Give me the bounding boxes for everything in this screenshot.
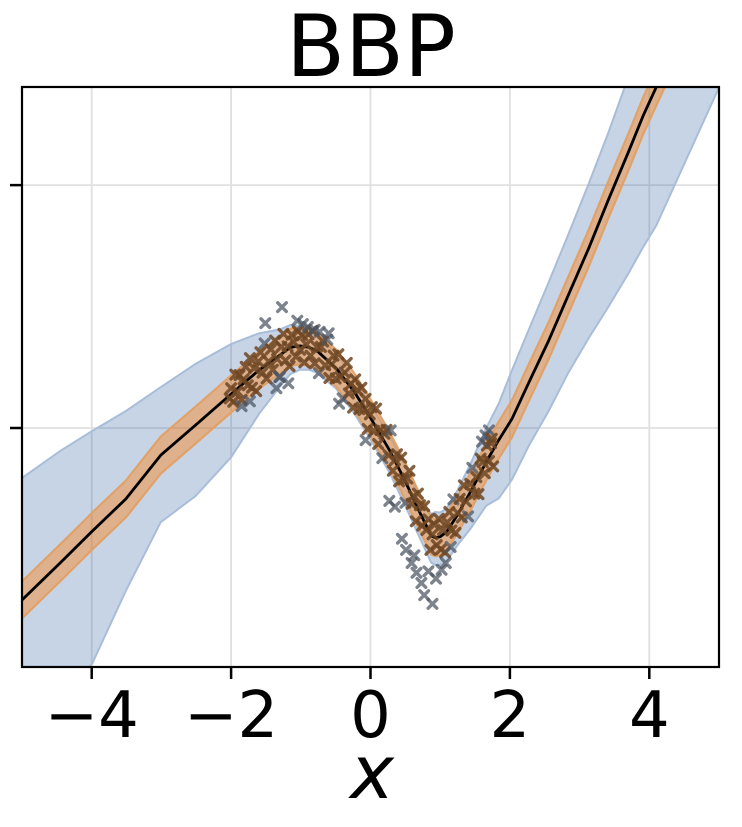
scatter-point [386, 464, 399, 477]
scatter-point [243, 395, 256, 408]
scatter-point [355, 381, 368, 394]
x-tick-label: −4 [45, 679, 139, 753]
scatter-point [282, 377, 295, 390]
scatter-point [408, 549, 421, 562]
scatter-point [430, 572, 442, 585]
scatter-point [466, 461, 479, 474]
scatter-point [439, 557, 452, 569]
scatter-point [485, 432, 498, 445]
scatter-point [332, 348, 345, 361]
scatter-point [410, 566, 423, 579]
x-tick-label: 2 [490, 679, 531, 753]
scatter-point [333, 397, 346, 410]
plot-area [22, 87, 719, 667]
scatter-point [235, 400, 248, 413]
scatter-point [418, 500, 431, 513]
scatter-point [403, 464, 416, 477]
scatter-point [470, 471, 483, 484]
scatter-point [432, 512, 445, 525]
scatter-point [372, 438, 385, 450]
scatter-point [283, 360, 296, 373]
scatter-point [426, 597, 439, 610]
scatter-point [259, 317, 272, 330]
scatter-point [243, 352, 256, 365]
epistemic-band-lower-edge [88, 87, 719, 667]
aleatoric-band [22, 87, 665, 619]
scatter-point [426, 528, 439, 541]
scatter-point [340, 356, 353, 369]
scatter-point [487, 460, 500, 473]
x-tick-label: −2 [184, 679, 278, 753]
scatter-point [444, 541, 457, 553]
scatter-point [441, 516, 454, 529]
scatter-point [435, 563, 448, 576]
scatter-point [252, 355, 265, 368]
scatter-point [223, 392, 236, 405]
scatter-point [384, 424, 397, 437]
scatter-point [395, 532, 408, 545]
scatter-point [415, 577, 428, 589]
scatter-point [376, 452, 389, 465]
x-tick-label: 4 [629, 679, 670, 753]
scatter-point [225, 382, 238, 395]
scatter-point [472, 488, 485, 501]
scatter-point [395, 451, 408, 464]
scatter-point [359, 434, 372, 447]
axes: −4 −2 0 2 4 [10, 85, 721, 753]
scatter-point [322, 327, 335, 340]
scatter-point [449, 526, 462, 539]
x-tick-label: 0 [350, 679, 391, 753]
scatter-point [388, 500, 401, 513]
scatter-point [313, 325, 326, 338]
scatter-point [304, 349, 317, 362]
scatter-point [483, 424, 495, 437]
scatter-point [250, 385, 263, 398]
scatter-point [476, 435, 488, 448]
scatter-point [370, 402, 383, 415]
scatter-point [400, 543, 412, 556]
scatter-point [411, 487, 424, 500]
scatter-point [338, 366, 351, 379]
scatter-point [289, 350, 302, 363]
scatter-point [270, 382, 283, 395]
scatter-point [260, 372, 273, 385]
scatter-point [308, 357, 321, 370]
scatter-point [300, 338, 313, 351]
scatter-point [342, 387, 355, 400]
scatter-point [418, 589, 431, 602]
scatter-point [264, 343, 277, 356]
scatter-point [462, 510, 475, 523]
scatter-point [254, 346, 267, 359]
epistemic-band [22, 87, 719, 667]
scatter-point [325, 358, 338, 371]
scatter-point [276, 301, 288, 314]
chart-title: BBP [286, 0, 456, 97]
x-axis-label: x [348, 730, 395, 816]
scatter-point [248, 362, 261, 375]
